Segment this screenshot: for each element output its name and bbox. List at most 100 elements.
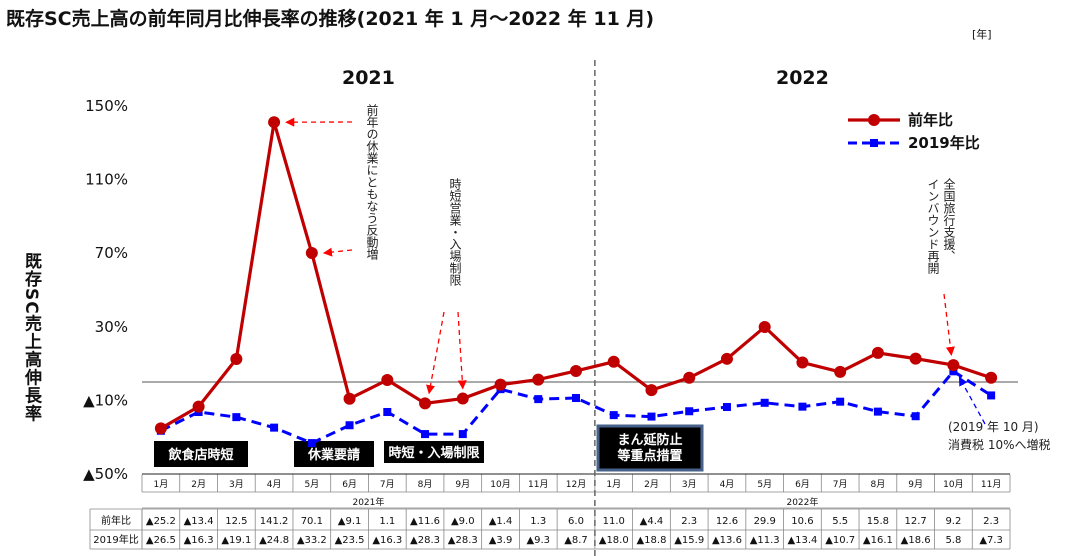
- data-point-2019: [647, 412, 656, 421]
- data-point-yoy: [230, 353, 243, 365]
- data-point-2019: [949, 367, 958, 376]
- data-point-yoy: [985, 371, 998, 384]
- annotation-tax-hike: 消費税 10%へ増税: [948, 437, 1051, 452]
- x-tick-label: 4月: [267, 479, 282, 490]
- data-label: 12.5: [225, 516, 247, 527]
- y-tick-label: 110%: [85, 171, 128, 189]
- data-point-yoy: [381, 373, 394, 386]
- x-tick-label: 10月: [490, 479, 510, 490]
- data-point-yoy: [192, 400, 205, 413]
- data-label: 5.8: [945, 535, 961, 546]
- x-tick-label: 9月: [908, 479, 923, 490]
- annotation-travel-support: 全国旅行支援、: [942, 177, 956, 262]
- y-tick-label: 30%: [95, 318, 128, 336]
- x-tick-label: 12月: [566, 479, 586, 490]
- data-label: ▲1.4: [489, 516, 513, 527]
- data-label: 141.2: [260, 516, 289, 527]
- data-label: ▲9.1: [338, 516, 362, 527]
- data-point-yoy: [871, 346, 884, 359]
- data-label: ▲18.0: [599, 535, 629, 546]
- data-point-2019: [987, 391, 996, 400]
- annotation-arrow: [457, 311, 467, 390]
- data-point-2019: [572, 394, 580, 403]
- x-tick-label: 1月: [154, 479, 169, 490]
- data-point-yoy: [796, 356, 809, 369]
- data-point-2019: [383, 407, 392, 416]
- x-tick-label: 3月: [682, 479, 697, 490]
- data-point-yoy: [494, 378, 507, 391]
- data-label: 10.6: [791, 516, 813, 527]
- x-tick-label: 7月: [380, 479, 395, 490]
- data-point-yoy: [720, 352, 733, 365]
- x-tick-label: 9月: [455, 479, 470, 490]
- data-label: 9.2: [945, 516, 961, 527]
- year-heading: 2021: [342, 67, 395, 89]
- x-tick-label: 11月: [981, 479, 1001, 490]
- data-label: ▲16.1: [863, 535, 893, 546]
- data-label: 2.3: [681, 516, 697, 527]
- data-label: ▲9.3: [526, 535, 550, 546]
- annotation-shortened-hours: 時短営業・入場制限: [448, 178, 462, 286]
- event-label: 休業要請: [307, 447, 360, 463]
- x-tick-label: 1月: [606, 479, 621, 490]
- data-label: ▲8.7: [564, 535, 588, 546]
- x-tick-label: 3月: [229, 479, 244, 490]
- data-point-2019: [232, 413, 241, 422]
- x-tick-label: 8月: [418, 479, 433, 490]
- year-axis-label: 2022年: [786, 496, 818, 508]
- legend-label-2019: 2019年比: [908, 134, 980, 152]
- event-label-box: [154, 441, 248, 467]
- data-label: ▲28.3: [448, 535, 478, 546]
- event-label-box: [596, 424, 704, 472]
- data-label: 6.0: [568, 516, 584, 527]
- data-point-yoy: [305, 247, 318, 260]
- data-label: ▲10.7: [825, 535, 855, 546]
- x-tick-label: 2月: [191, 479, 206, 490]
- data-point-yoy: [343, 392, 356, 405]
- data-point-yoy: [834, 365, 847, 378]
- axes: 150% 110% 70% 30% ▲10% ▲50% 2021 2022: [83, 60, 1018, 556]
- event-label: 時短・入場制限: [388, 445, 480, 461]
- event-label: 飲食店時短: [167, 447, 233, 463]
- data-label: 12.6: [716, 516, 738, 527]
- data-label: 2.3: [983, 516, 999, 527]
- data-point-yoy: [456, 392, 469, 405]
- data-point-yoy: [909, 352, 922, 365]
- data-label: 70.1: [301, 516, 323, 527]
- data-label: 29.9: [754, 516, 776, 527]
- data-label: ▲11.3: [750, 535, 780, 546]
- x-tick-label: 10月: [943, 479, 963, 490]
- annotation-arrow: [943, 293, 955, 356]
- data-point-2019: [798, 402, 807, 411]
- data-label: 11.0: [603, 516, 625, 527]
- data-point-yoy: [570, 364, 582, 377]
- y-axis-label: 既存SC売上高伸長率: [21, 252, 41, 423]
- legend: 前年比 2019年比: [848, 111, 980, 152]
- data-point-2019: [421, 430, 430, 439]
- year-axis-label: 2021年: [352, 496, 384, 508]
- data-point-2019: [873, 407, 882, 416]
- data-label: 1.3: [530, 516, 546, 527]
- annotation-travel-support: インバウンド再開: [926, 178, 940, 274]
- x-tick-label: 7月: [833, 479, 848, 490]
- data-label: ▲3.9: [489, 535, 513, 546]
- annotation-arrow: [426, 311, 445, 395]
- event-label: 等重点措置: [616, 448, 682, 464]
- annotation-rebound: 前年の休業にともなう反動増: [365, 103, 379, 261]
- data-label: ▲9.0: [451, 516, 475, 527]
- x-tick-label: 6月: [795, 479, 810, 490]
- unit-label: [年]: [972, 28, 992, 41]
- year-heading: 2022: [776, 67, 829, 89]
- annotation-tax-date: (2019 年 10 月): [948, 420, 1039, 434]
- data-point-2019: [458, 430, 467, 439]
- data-point-2019: [270, 423, 279, 432]
- data-point-2019: [760, 398, 769, 407]
- x-tick-label: 6月: [342, 479, 357, 490]
- data-point-yoy: [607, 355, 620, 368]
- chart-title: 既存SC売上高の前年同月比伸長率の推移(2021 年 1 月～2022 年 11…: [6, 8, 655, 30]
- data-point-2019: [534, 395, 543, 404]
- legend-marker-yoy: [868, 114, 880, 126]
- data-label: 12.7: [905, 516, 927, 527]
